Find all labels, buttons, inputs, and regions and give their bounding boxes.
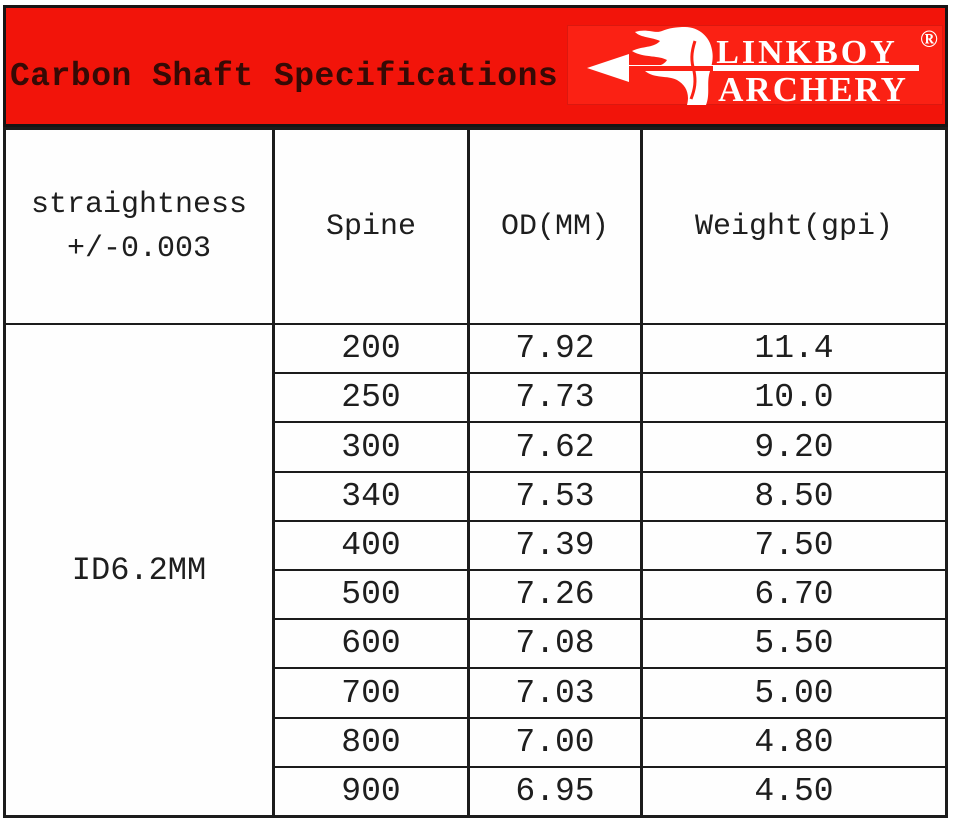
od-cell: 7.73	[467, 374, 640, 422]
weight-cell: 4.50	[640, 767, 945, 816]
spine-cell: 600	[272, 620, 467, 668]
od-cell: 7.03	[467, 669, 640, 717]
spine-cell: 250	[272, 374, 467, 422]
od-cell: 7.53	[467, 472, 640, 520]
table-row: 300 7.62 9.20	[272, 423, 945, 473]
brand-logo-panel: LINKBOY ARCHERY ®	[567, 25, 943, 105]
straightness-label-line2: +/-0.003	[66, 231, 212, 266]
spine-cell: 340	[272, 472, 467, 520]
arrow-head-icon	[587, 54, 629, 82]
arrow-shaft-icon	[613, 65, 919, 71]
spec-table: straightness +/-0.003 Spine OD(MM) Weigh…	[3, 127, 948, 818]
weight-cell: 7.50	[640, 521, 945, 570]
brand-name-bottom: ARCHERY	[718, 70, 908, 105]
registered-trademark-icon: ®	[920, 27, 938, 53]
page-title: Carbon Shaft Specifications	[10, 58, 559, 95]
od-cell: 7.39	[467, 521, 640, 570]
table-row: 340 7.53 8.50	[272, 472, 945, 522]
weight-cell: 5.00	[640, 669, 945, 717]
od-cell: 7.00	[467, 718, 640, 766]
table-data-rows: 200 7.92 11.4 250 7.73 10.0 300 7.62 9.2…	[272, 325, 945, 816]
weight-cell: 9.20	[640, 423, 945, 471]
header-cell-od: OD(MM)	[467, 130, 640, 323]
weight-cell: 11.4	[640, 325, 945, 373]
table-row: 800 7.00 4.80	[272, 718, 945, 768]
weight-cell: 5.50	[640, 620, 945, 668]
od-cell: 6.95	[467, 767, 640, 816]
figure-detail-line	[689, 40, 697, 100]
spine-cell: 300	[272, 423, 467, 471]
weight-cell: 4.80	[640, 718, 945, 766]
table-row: 500 7.26 6.70	[272, 571, 945, 621]
od-cell: 7.08	[467, 620, 640, 668]
table-row: 900 6.95 4.50	[272, 767, 945, 816]
table-row: 600 7.08 5.50	[272, 620, 945, 670]
spine-cell: 700	[272, 669, 467, 717]
table-header-row: straightness +/-0.003 Spine OD(MM) Weigh…	[6, 130, 945, 325]
spine-cell: 400	[272, 521, 467, 570]
header-cell-spine: Spine	[272, 130, 467, 323]
table-row: 400 7.39 7.50	[272, 521, 945, 572]
table-row: 250 7.73 10.0	[272, 374, 945, 424]
header-bar: Carbon Shaft Specifications LINKBOY ARCH…	[3, 5, 948, 127]
spine-cell: 800	[272, 718, 467, 766]
arrow-shaft-overlay	[629, 66, 713, 71]
table-row: 200 7.92 11.4	[272, 325, 945, 375]
weight-cell: 10.0	[640, 374, 945, 422]
inner-diameter-merged-cell: ID6.2MM	[71, 551, 207, 589]
table-data-section: ID6.2MM 200 7.92 11.4 250 7.73 10.0 300 …	[6, 325, 945, 816]
header-cell-straightness: straightness +/-0.003	[6, 130, 272, 323]
od-cell: 7.92	[467, 325, 640, 373]
weight-cell: 8.50	[640, 472, 945, 520]
spine-cell: 200	[272, 325, 467, 373]
od-cell: 7.26	[467, 571, 640, 619]
spine-cell: 900	[272, 767, 467, 816]
od-cell: 7.62	[467, 423, 640, 471]
header-cell-weight: Weight(gpi)	[640, 130, 945, 323]
weight-cell: 6.70	[640, 571, 945, 619]
linkboy-archery-logo: LINKBOY ARCHERY ®	[587, 27, 938, 105]
brand-name-top: LINKBOY	[716, 34, 898, 71]
spine-cell: 500	[272, 571, 467, 619]
straightness-label-line1: straightness	[30, 187, 248, 222]
table-row: 700 7.03 5.00	[272, 669, 945, 719]
